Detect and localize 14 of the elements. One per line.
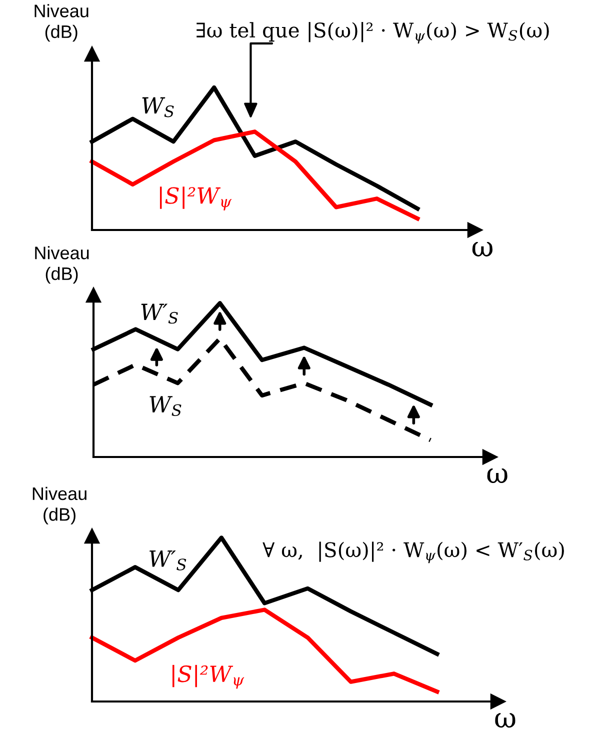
x-axis-title: ω	[487, 468, 508, 484]
y-axis-title: Niveau (dB)	[35, 246, 89, 284]
annotation: ∀ ω, |S(ω)|² · W$_{ψ}$(ω) < W′$_{S}$(ω)	[262, 542, 564, 564]
series-label: W′$_{S}$	[150, 550, 186, 570]
series-label: |S|²W$_{ψ}$	[160, 186, 232, 210]
legend-label: W′$_{S}$	[141, 304, 178, 324]
y-axis-title: Niveau (dB)	[34, 4, 88, 42]
series-label: W$_{S}$	[142, 97, 174, 118]
series-label: W$_{S}$	[150, 396, 182, 416]
y-axis-title: Niveau (dB)	[32, 486, 86, 524]
text: ∃ω tel que |S(ω)|² · W$_{ψ}$(ω) > W$_{S}$(ω)	[196, 22, 549, 44]
series-label: |S|²W$_{ψ}$	[172, 664, 244, 689]
x-axis-title: ω	[472, 242, 492, 256]
x-axis-title: ω	[495, 713, 516, 728]
